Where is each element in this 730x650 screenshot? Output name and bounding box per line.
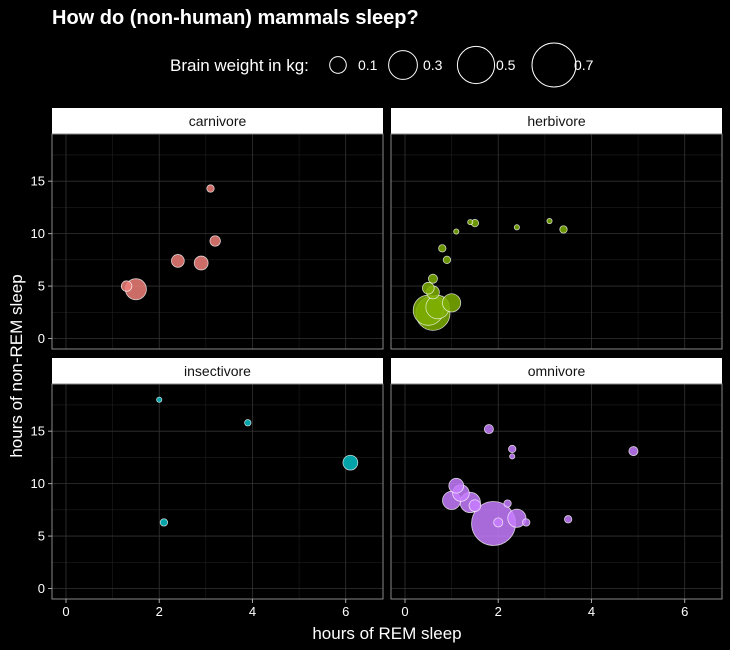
x-tick-label: 2	[156, 604, 163, 619]
x-tick-label: 4	[249, 604, 256, 619]
data-point	[428, 273, 438, 284]
data-point	[483, 424, 494, 435]
y-tick-label: 10	[31, 476, 45, 491]
y-tick-label: 0	[38, 331, 45, 346]
data-point	[171, 254, 185, 268]
legend-key-circle	[456, 45, 496, 85]
data-point	[244, 419, 252, 427]
x-tick-label: 2	[495, 604, 502, 619]
facet-strip	[391, 358, 722, 384]
data-point	[513, 224, 520, 231]
x-tick-label: 4	[588, 604, 595, 619]
facet-panel-carnivore: carnivore 0 5 10 15	[31, 108, 384, 350]
data-point	[442, 255, 452, 264]
panel-border	[390, 383, 723, 600]
data-point	[503, 499, 512, 508]
facet-panel-herbivore: herbivore	[390, 108, 723, 350]
data-point	[206, 184, 215, 193]
data-point	[342, 454, 359, 471]
y-tick-label: 5	[38, 279, 45, 294]
y-tick-label: 10	[31, 226, 45, 241]
chart-title: How do (non-human) mammals sleep?	[52, 7, 419, 29]
x-tick-label: 0	[62, 604, 69, 619]
legend-title: Brain weight in kg:	[170, 56, 309, 75]
data-point	[442, 293, 462, 313]
data-point	[467, 219, 474, 226]
data-point	[522, 518, 531, 527]
legend-key-label: 0.3	[423, 57, 443, 73]
y-tick-label: 15	[31, 424, 45, 439]
legend-key-circle	[329, 56, 347, 74]
legend-key-label: 0.5	[496, 57, 516, 73]
data-point	[209, 235, 221, 247]
data-point	[507, 508, 527, 528]
y-tick-label: 5	[38, 529, 45, 544]
data-point	[193, 255, 209, 271]
legend-key-circle	[388, 50, 418, 80]
legend-key-label: 0.7	[574, 57, 594, 73]
facet-panel-omnivore: omnivore 0 2 4 6	[390, 358, 723, 619]
panel-background	[52, 384, 383, 599]
facet-strip	[52, 108, 383, 134]
data-point	[448, 477, 465, 494]
y-tick-label: 0	[38, 581, 45, 596]
facet-strip-label: herbivore	[527, 113, 586, 129]
facet-panel-insectivore: insectivore 0 5 10 15 0 2 4 6	[31, 358, 384, 619]
data-point	[564, 515, 573, 524]
data-point	[493, 517, 504, 528]
x-tick-label: 0	[401, 604, 408, 619]
facet-strip-label: insectivore	[184, 363, 251, 379]
y-axis-title: hours of non-REM sleep	[7, 274, 26, 457]
y-tick-label: 15	[31, 174, 45, 189]
legend-key-label: 0.1	[358, 57, 378, 73]
data-point	[438, 244, 447, 253]
data-point	[156, 396, 163, 403]
data-point	[120, 280, 133, 292]
panel-border	[390, 133, 723, 350]
data-point	[453, 228, 460, 235]
panel-border	[51, 133, 384, 350]
x-axis-title: hours of REM sleep	[312, 624, 461, 643]
data-point	[159, 518, 169, 527]
data-point	[468, 499, 482, 512]
size-legend: Brain weight in kg: 0.1 0.3 0.5 0.7	[170, 42, 594, 88]
data-point	[422, 281, 435, 295]
panel-background	[391, 384, 722, 599]
data-point	[628, 446, 639, 457]
panel-border	[51, 383, 384, 600]
facet-panels: carnivore 0 5 10 15 herbivore insectivore 0 5 10 1…	[31, 108, 723, 619]
data-point	[546, 218, 553, 225]
facet-strip	[391, 108, 722, 134]
facet-strip-label: carnivore	[189, 113, 247, 129]
legend-key-circle	[531, 42, 577, 88]
x-tick-label: 6	[342, 604, 349, 619]
x-tick-label: 6	[681, 604, 688, 619]
data-point	[508, 444, 517, 454]
data-point	[559, 225, 568, 234]
data-point	[509, 453, 516, 460]
facet-strip-label: omnivore	[528, 363, 586, 379]
facet-strip	[52, 358, 383, 384]
